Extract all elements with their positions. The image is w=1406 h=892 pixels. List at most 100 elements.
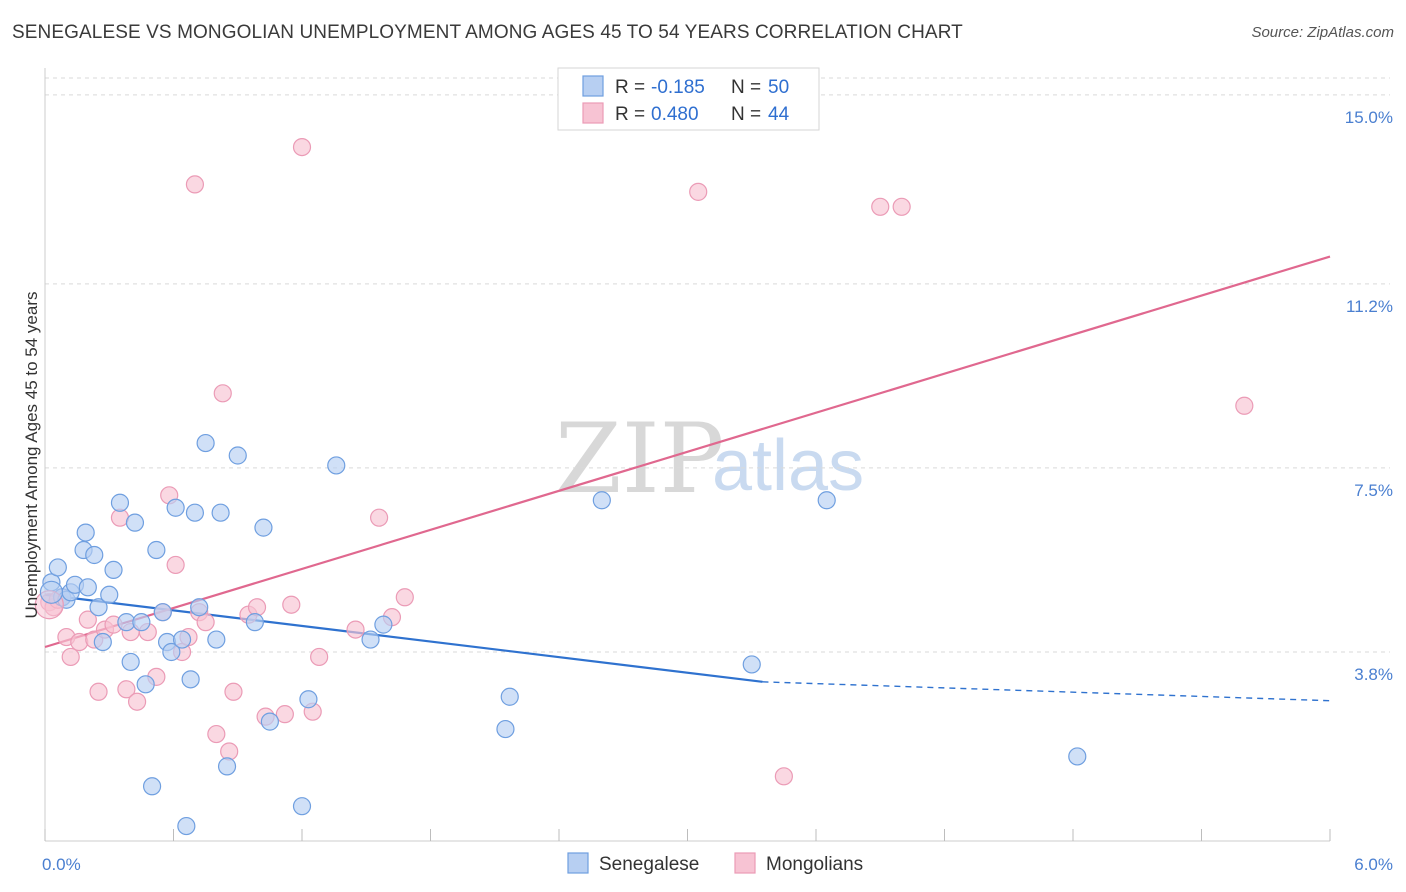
senegalese-point-34 (217, 757, 237, 776)
senegalese-point-18 (132, 613, 151, 632)
senegalese-point-19 (136, 675, 155, 694)
senegalese-point-38 (260, 712, 279, 731)
mongolians-point-44 (871, 197, 890, 216)
mongolians-point-27 (213, 384, 232, 403)
senegalese-point-12 (100, 585, 119, 604)
x-tick-label-0: 0.0% (42, 855, 81, 874)
senegalese-point-26 (172, 630, 192, 649)
legend-n-value-senegalese: 50 (768, 77, 789, 98)
senegalese-point-37 (254, 518, 273, 537)
senegalese-point-36 (245, 613, 264, 632)
legend-n-value-mongolians: 44 (768, 104, 790, 125)
senegalese-point-49 (1068, 747, 1087, 766)
mongolians-point-6 (70, 632, 89, 652)
watermark-atlas: atlas (712, 426, 864, 506)
trend-line-senegalese-dashed (762, 681, 1331, 702)
mongolians-point-28 (220, 742, 239, 761)
legend-box: R = -0.185 N = 50 R = 0.480 N = 44 (557, 67, 820, 131)
mongolians-point-37 (310, 647, 329, 667)
mongolians-point-43 (689, 182, 708, 201)
legend-n-label-1: N = (731, 77, 761, 98)
legend-r-value-senegalese: -0.185 (651, 77, 705, 98)
senegalese-cluster-point (39, 580, 64, 604)
senegalese-point-39 (292, 797, 312, 816)
senegalese-point-14 (110, 493, 130, 512)
bottom-legend: Senegalese Mongolians (567, 852, 863, 875)
mongolians-point-9 (89, 682, 108, 701)
mongolians-point-26 (207, 724, 226, 744)
senegalese-point-48 (817, 491, 836, 510)
legend-n-label-2: N = (731, 104, 761, 125)
x-tick-label-1: 6.0% (1354, 855, 1393, 874)
senegalese-point-10 (89, 598, 108, 617)
senegalese-point-46 (592, 491, 611, 510)
legend-r-value-mongolians: 0.480 (651, 104, 699, 125)
mongolians-point-41 (395, 588, 414, 607)
mongolians-point-13 (117, 680, 136, 699)
bottom-legend-swatch-senegalese (567, 852, 589, 874)
senegalese-point-16 (121, 652, 140, 672)
senegalese-point-30 (190, 598, 209, 617)
senegalese-point-9 (85, 545, 104, 565)
senegalese-point-35 (228, 446, 247, 465)
mongolians-point-7 (78, 610, 97, 629)
bottom-legend-mongolians: Mongolians (766, 854, 863, 875)
tick-labels: 3.8% 7.5% 11.2% 15.0% 0.0% 6.0% (42, 108, 1393, 874)
senegalese-point-42 (361, 630, 380, 649)
legend-swatch-mongolians (582, 102, 604, 124)
senegalese-point-1 (48, 558, 67, 577)
y-tick-label-3: 15.0% (1345, 108, 1393, 127)
senegalese-point-24 (162, 642, 181, 662)
source-label: Source: ZipAtlas.com (1251, 24, 1394, 41)
senegalese-point-44 (496, 719, 515, 739)
y-tick-label-0: 3.8% (1354, 665, 1393, 684)
mongolians-point-33 (275, 705, 294, 724)
mongolians-point-45 (892, 197, 911, 216)
senegalese-point-27 (177, 816, 196, 836)
mongolians-point-42 (774, 767, 793, 786)
senegalese-point-25 (166, 498, 185, 517)
mongolians-point-23 (185, 175, 205, 194)
mongolians-point-31 (247, 598, 267, 617)
trend-line-mongolians (44, 255, 1331, 649)
senegalese-point-28 (181, 670, 200, 689)
mongolians-point-38 (346, 620, 365, 639)
mongolians-point-39 (370, 508, 389, 527)
chart-title: SENEGALESE VS MONGOLIAN UNEMPLOYMENT AMO… (12, 22, 963, 43)
mongolians-point-35 (292, 138, 312, 157)
legend-swatch-senegalese (582, 75, 604, 97)
senegalese-point-13 (104, 560, 123, 580)
legend-r-label-2: R = (615, 104, 645, 125)
senegalese-point-29 (185, 503, 205, 522)
y-tick-label-1: 7.5% (1354, 481, 1393, 500)
senegalese-point-33 (211, 503, 230, 522)
y-axis-label: Unemployment Among Ages 45 to 54 years (22, 292, 41, 619)
senegalese-point-41 (327, 456, 346, 475)
senegalese-point-32 (207, 630, 226, 649)
watermark-zip: ZIP (555, 403, 724, 515)
legend-r-label-1: R = (615, 77, 645, 98)
mongolians-point-29 (224, 682, 243, 701)
mongolians-point-20 (166, 555, 185, 575)
senegalese-point-20 (142, 777, 162, 796)
mongolians-point-46 (1235, 396, 1254, 415)
senegalese-point-47 (742, 655, 761, 674)
mongolians-point-34 (282, 595, 301, 614)
axes (44, 68, 1331, 842)
mongolians-point-15 (127, 692, 147, 711)
grid-lines (45, 77, 1390, 653)
y-tick-label-2: 11.2% (1346, 297, 1393, 316)
senegalese-point-8 (78, 578, 97, 597)
senegalese-point-31 (196, 433, 215, 453)
senegalese-point-45 (500, 687, 519, 706)
senegalese-point-43 (374, 615, 393, 634)
senegalese-point-7 (76, 523, 95, 542)
bottom-legend-swatch-mongolians (734, 852, 756, 874)
data-points (34, 138, 1254, 836)
senegalese-point-11 (93, 632, 112, 652)
bottom-legend-senegalese: Senegalese (599, 854, 699, 875)
senegalese-point-22 (153, 603, 172, 622)
senegalese-point-21 (147, 540, 166, 560)
mongolians-point-5 (61, 647, 80, 667)
